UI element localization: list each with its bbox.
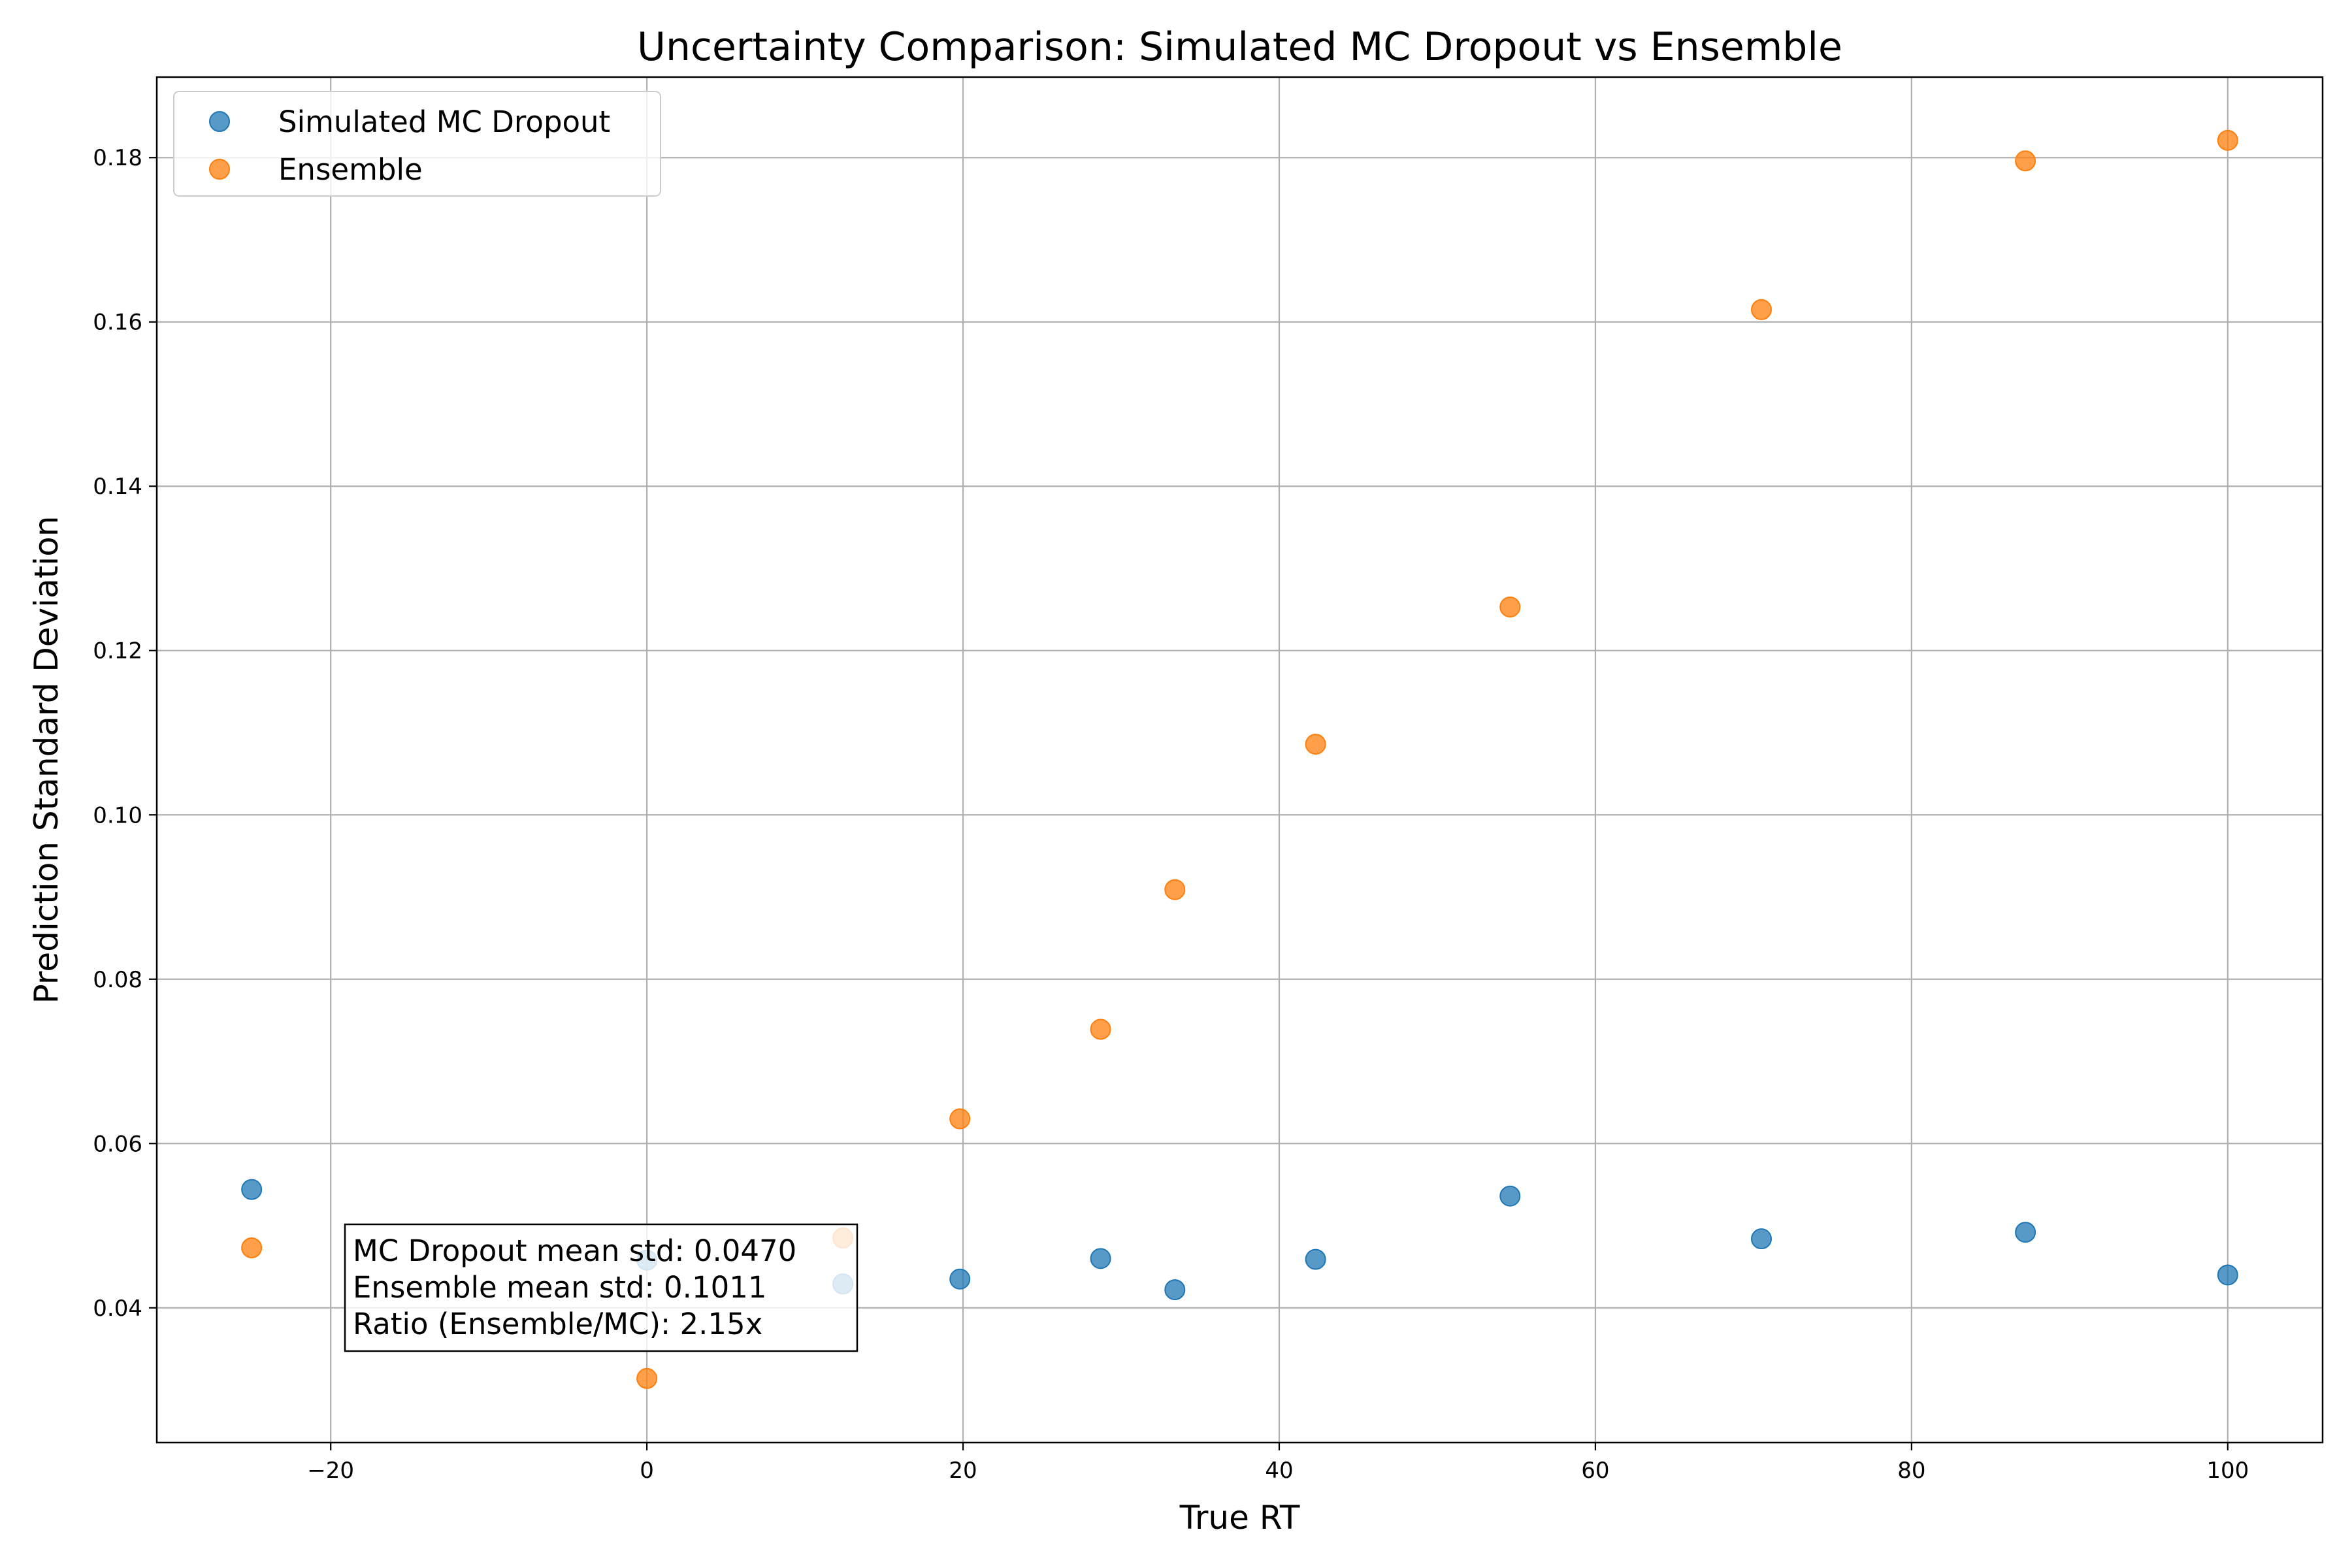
legend-marker-ensemble — [209, 159, 230, 180]
x-tick-label: −20 — [307, 1458, 354, 1484]
point-ensemble — [1090, 1019, 1111, 1040]
point-mc-dropout — [1090, 1248, 1111, 1269]
x-tick-label: 40 — [1265, 1458, 1293, 1484]
y-tick-label: 0.06 — [93, 1131, 142, 1157]
point-ensemble — [1164, 879, 1186, 900]
y-tick-label: 0.18 — [93, 145, 142, 171]
point-mc-dropout — [1164, 1279, 1186, 1301]
chart-title: Uncertainty Comparison: Simulated MC Dro… — [637, 24, 1842, 70]
x-tick-label: 60 — [1581, 1458, 1609, 1484]
point-ensemble — [2015, 150, 2036, 172]
point-mc-dropout — [241, 1179, 263, 1200]
y-tick-label: 0.08 — [93, 967, 142, 993]
point-mc-dropout — [2015, 1222, 2036, 1243]
legend-box — [173, 91, 661, 197]
x-tick-label: 20 — [949, 1458, 977, 1484]
y-tick-label: 0.10 — [93, 802, 142, 828]
point-ensemble — [636, 1367, 658, 1389]
point-mc-dropout — [1499, 1185, 1521, 1207]
point-mc-dropout — [1305, 1249, 1326, 1270]
stats-annotation: MC Dropout mean std: 0.0470 Ensemble mea… — [344, 1223, 858, 1352]
x-axis-label: True RT — [1179, 1499, 1300, 1537]
legend-marker-mc-dropout — [209, 111, 230, 132]
stats-line-mc-mean: MC Dropout mean std: 0.0470 — [353, 1233, 796, 1268]
x-tick-label: 100 — [2206, 1458, 2249, 1484]
point-mc-dropout — [2217, 1264, 2238, 1286]
y-tick-label: 0.14 — [93, 474, 142, 500]
y-tick-label: 0.12 — [93, 638, 142, 664]
stats-line-ratio: Ratio (Ensemble/MC): 2.15x — [353, 1307, 762, 1341]
x-tick-label: 0 — [640, 1458, 654, 1484]
ticks: −20 0 20 40 60 80 100 0.04 0.06 0.08 0.10 0.12 0.14 0… — [93, 145, 2249, 1484]
legend: Simulated MC Dropout Ensemble — [173, 91, 661, 197]
stats-annotation-box — [344, 1223, 858, 1352]
y-axis-label: Prediction Standard Deviation — [27, 516, 65, 1004]
stats-line-ensemble-mean: Ensemble mean std: 0.1011 — [353, 1270, 766, 1305]
legend-label-ensemble: Ensemble — [278, 152, 423, 187]
y-tick-label: 0.04 — [93, 1296, 142, 1322]
point-mc-dropout — [949, 1268, 971, 1290]
point-ensemble — [1305, 734, 1326, 755]
point-ensemble — [949, 1108, 971, 1130]
x-tick-label: 80 — [1897, 1458, 1925, 1484]
plot-frame — [155, 76, 2324, 1444]
point-ensemble — [241, 1237, 263, 1258]
point-ensemble — [2217, 129, 2238, 151]
point-ensemble — [1751, 299, 1772, 320]
point-mc-dropout — [1751, 1228, 1772, 1250]
legend-label-mc-dropout: Simulated MC Dropout — [278, 105, 610, 139]
point-ensemble — [1499, 596, 1521, 618]
y-tick-label: 0.16 — [93, 310, 142, 336]
